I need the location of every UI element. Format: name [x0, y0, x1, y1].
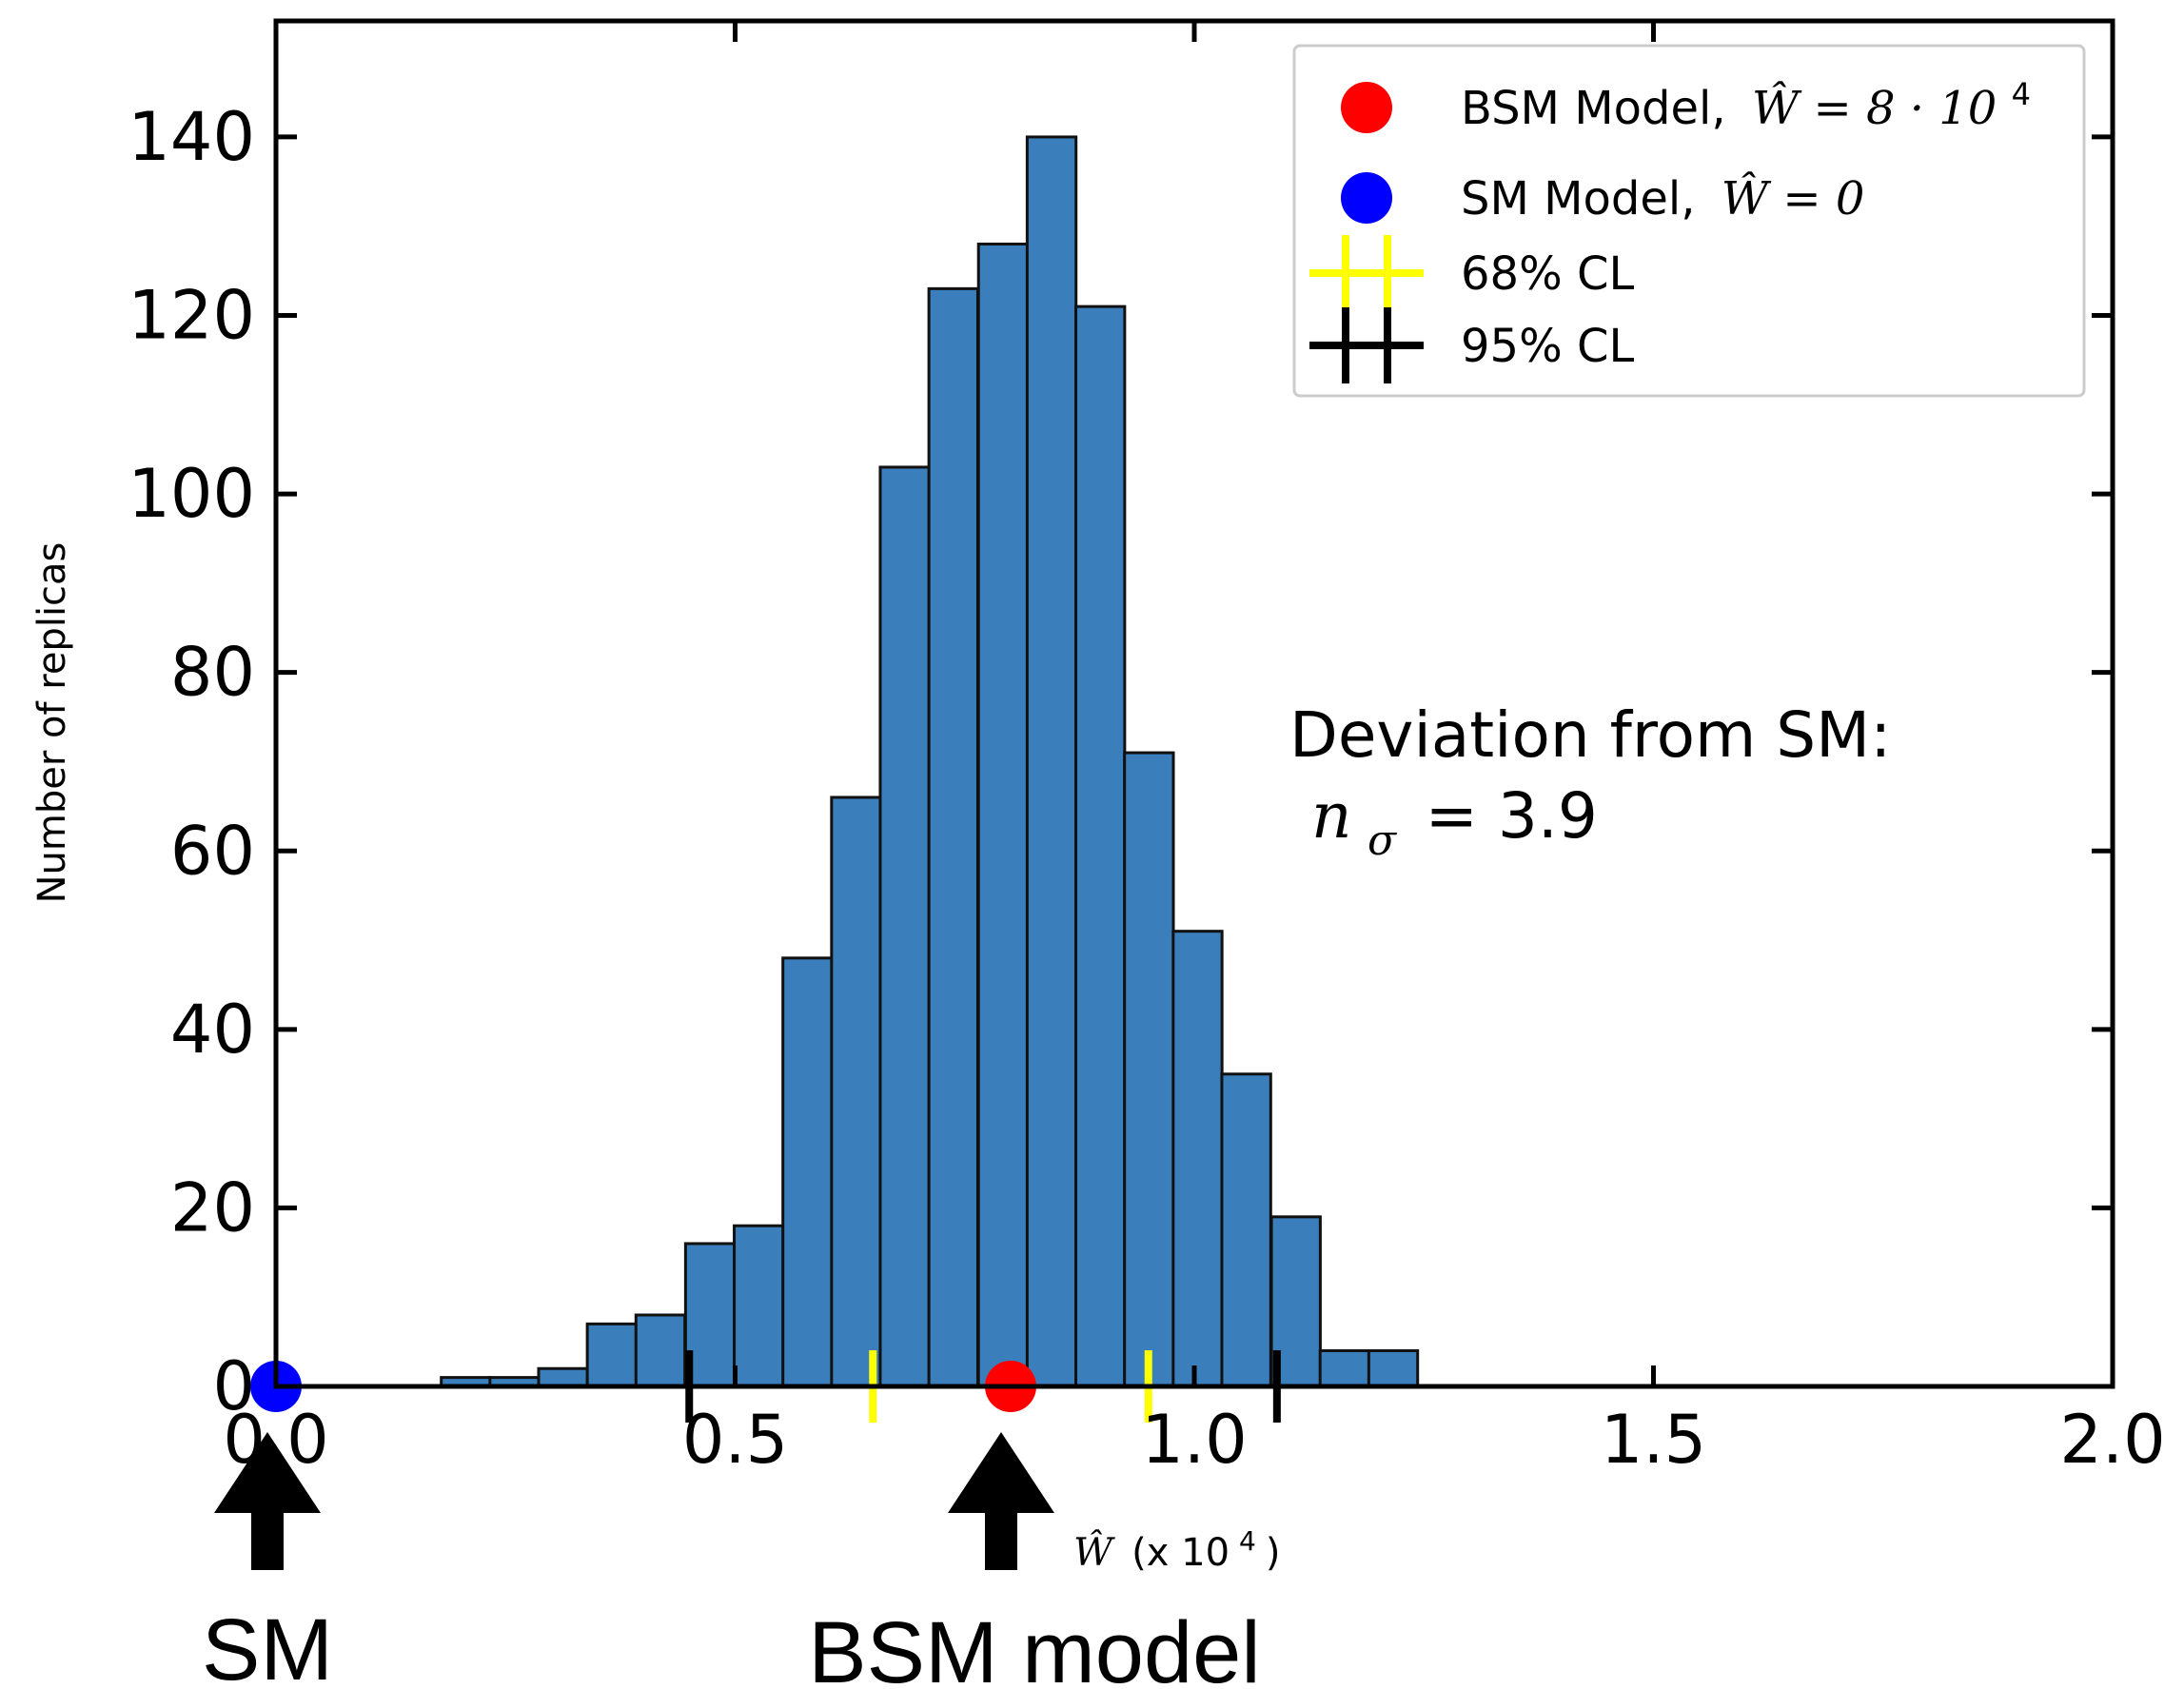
histogram-bar — [683, 1242, 737, 1388]
histogram-bar — [1025, 135, 1078, 1388]
histogram-bar — [1318, 1348, 1371, 1388]
histogram-bar — [585, 1322, 638, 1388]
histogram-bar — [1074, 304, 1127, 1388]
legend-entry-95cl: 95% CL — [1461, 320, 1634, 373]
w-hat-symbol: Ŵ — [1073, 1530, 1115, 1575]
histogram-bar — [1171, 930, 1224, 1388]
y-tick-label: 20 — [170, 1169, 255, 1247]
legend-entry-math: Ŵ = 8 · 10 — [1752, 80, 1997, 135]
sigma-subscript: σ — [1367, 816, 1398, 865]
legend-blue-dot-icon — [1341, 172, 1392, 224]
histogram-bar — [878, 465, 931, 1388]
legend-entry-68cl: 68% CL — [1461, 247, 1634, 301]
legend-entry-sm: SM Model, Ŵ = 0 — [1461, 170, 1864, 226]
arrow-head — [214, 1432, 321, 1513]
histogram-bar — [1123, 751, 1175, 1388]
histogram-bar — [634, 1313, 687, 1388]
legend-black-errorbar-icon — [1309, 307, 1424, 383]
x-tick-label: 1.5 — [1601, 1401, 1706, 1479]
legend-box — [1292, 44, 2086, 398]
x-tick-label: 2.0 — [2059, 1401, 2165, 1479]
legend: BSM Model, Ŵ = 8 · 10 4 SM Model, Ŵ = 0 … — [1292, 44, 2086, 398]
w-unit-text: (x 10 — [1131, 1531, 1230, 1575]
histogram-bar — [927, 286, 979, 1388]
x-tick-label: 0.5 — [682, 1401, 788, 1479]
y-axis-label: Number of replicas — [30, 542, 74, 904]
w-unit-superscript: 4 — [1239, 1525, 1256, 1557]
deviation-annotation: Deviation from SM: — [1289, 698, 1891, 772]
histogram-bar — [781, 956, 834, 1388]
histogram-bar — [733, 1224, 785, 1388]
legend-entry-label: SM Model, — [1461, 172, 1696, 226]
sm-arrow-icon — [214, 1432, 321, 1570]
arrow-head — [948, 1432, 1054, 1513]
legend-entry-label: BSM Model, — [1461, 82, 1726, 135]
y-tick-label: 100 — [128, 455, 255, 533]
bsm-arrow-icon — [948, 1432, 1054, 1570]
y-tick-label: 40 — [170, 991, 255, 1069]
legend-entry-bsm: BSM Model, Ŵ = 8 · 10 4 — [1461, 76, 2031, 135]
histogram-bar — [976, 242, 1030, 1388]
y-tick-label: 60 — [170, 812, 255, 890]
arrow-shaft — [985, 1511, 1017, 1570]
legend-entry-math: Ŵ = 0 — [1722, 170, 1865, 226]
n-sigma-value: = 3.9 — [1426, 779, 1598, 853]
x-tick-label: 1.0 — [1141, 1401, 1247, 1479]
histogram-bar — [830, 795, 882, 1388]
y-tick-label: 0 — [212, 1347, 255, 1425]
axis-ticks — [273, 21, 2115, 1389]
sm-label: SM — [202, 1601, 333, 1689]
histogram-bars — [440, 135, 1420, 1388]
histogram-bar — [537, 1366, 589, 1388]
y-tick-label: 140 — [128, 98, 255, 176]
y-tick-label: 120 — [128, 277, 255, 355]
arrow-shaft — [251, 1511, 284, 1570]
bsm-model-label: BSM model — [808, 1604, 1261, 1689]
y-tick-label: 80 — [170, 634, 255, 712]
n-symbol: n — [1311, 779, 1352, 853]
legend-red-dot-icon — [1341, 82, 1392, 133]
w-hat-unit-label: Ŵ (x 10 4 ) — [1073, 1516, 1280, 1575]
legend-entry-superscript: 4 — [2012, 76, 2031, 112]
n-sigma-annotation: n σ = 3.9 — [1311, 779, 1598, 869]
w-unit-close: ) — [1266, 1531, 1281, 1575]
histogram-bar — [1220, 1072, 1272, 1388]
histogram-bar — [1367, 1348, 1420, 1388]
legend-yellow-errorbar-icon — [1309, 235, 1424, 311]
